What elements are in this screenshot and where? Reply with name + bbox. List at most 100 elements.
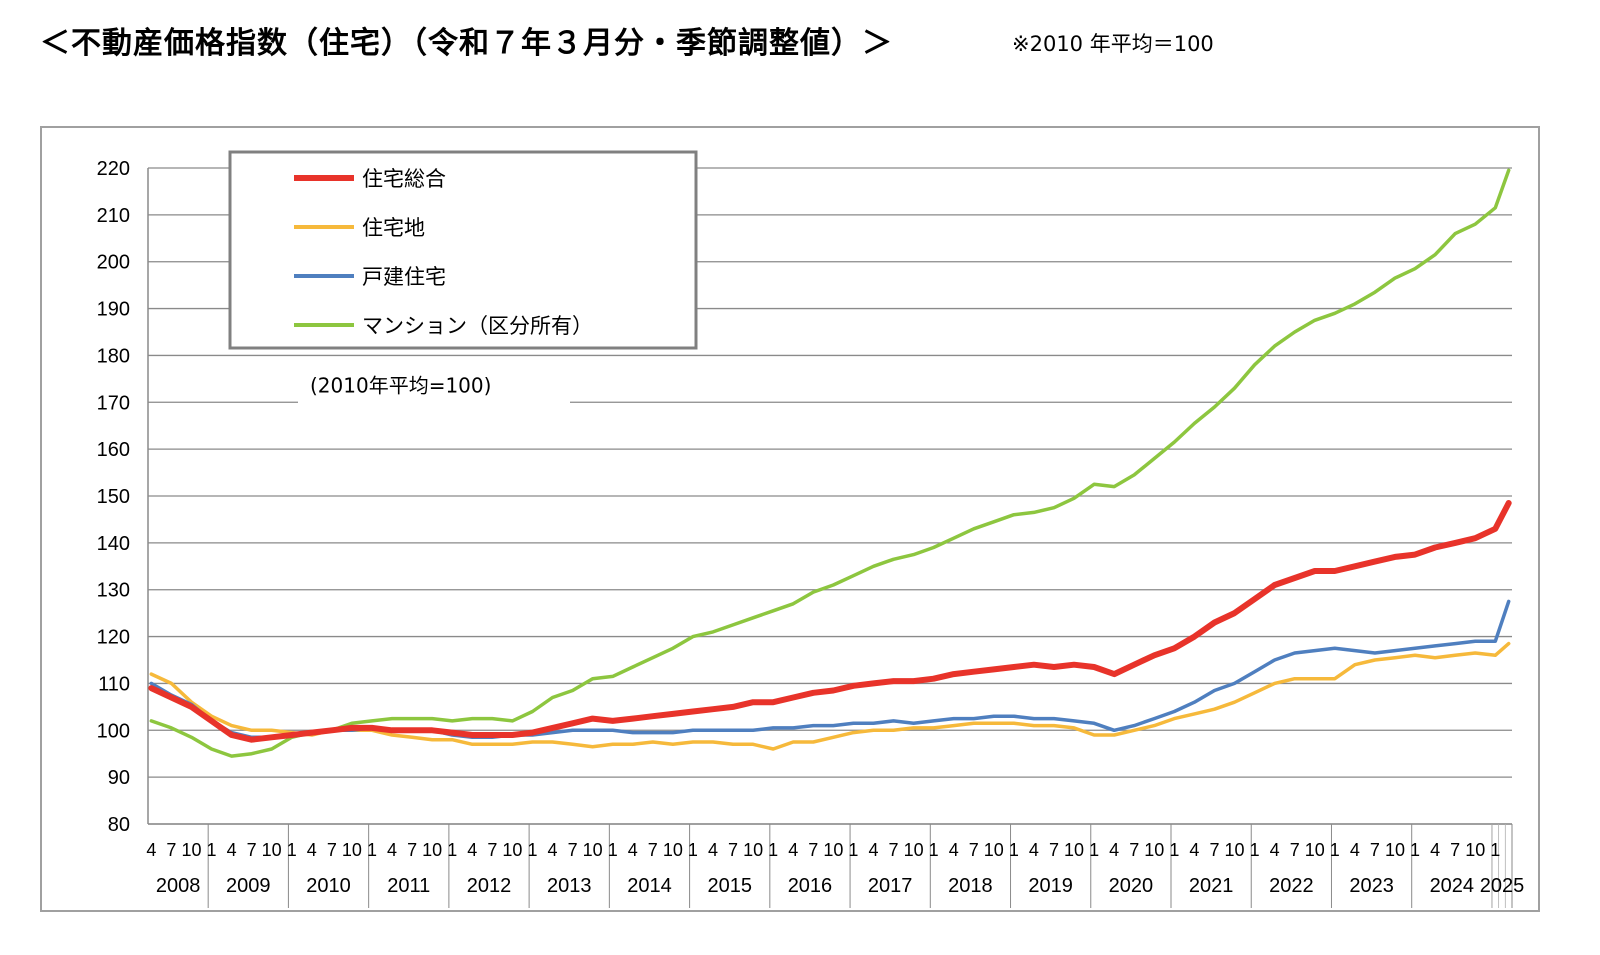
x-month-label: 1 [1169,840,1179,860]
x-month-label: 1 [608,840,618,860]
x-month-label: 4 [1029,840,1039,860]
chart-frame: 80 90 100 110 120 130 140 150 160 170 180 190 200 210… [40,126,1540,912]
baseline-note: (2010年平均=100) [310,373,491,397]
x-month-label: 10 [743,840,763,860]
legend-label: 住宅地 [362,216,425,240]
x-year-label: 2017 [868,875,913,897]
legend-label: 戸建住宅 [362,265,446,289]
x-month-label: 4 [788,840,798,860]
y-tick-label: 180 [97,345,130,367]
x-month-label: 10 [1465,840,1485,860]
x-month-label: 4 [307,840,317,860]
x-month-label: 7 [728,840,738,860]
x-month-label: 7 [648,840,658,860]
x-month-label: 10 [1064,840,1084,860]
series-line-1 [149,641,1511,751]
x-month-label: 7 [808,840,818,860]
x-year-label: 2012 [467,875,512,897]
x-month-label: 1 [1330,840,1340,860]
y-tick-label: 80 [108,814,130,836]
y-tick-label: 130 [97,580,130,602]
x-year-label: 2014 [627,875,672,897]
x-month-label: 10 [1225,840,1245,860]
x-year-label: 2015 [707,875,752,897]
x-month-label: 10 [422,840,442,860]
x-month-label: 1 [1250,840,1260,860]
x-year-label: 2024 [1430,875,1475,897]
x-month-label: 10 [1305,840,1325,860]
x-month-label: 4 [1430,840,1440,860]
x-year-label: 2019 [1028,875,1073,897]
x-month-label: 1 [848,840,858,860]
x-year-label: 2013 [547,875,592,897]
x-month-label: 1 [1490,840,1500,860]
x-month-label: 7 [1290,840,1300,860]
x-month-label: 4 [949,840,959,860]
x-month-label: 4 [868,840,878,860]
y-tick-label: 220 [97,158,130,180]
x-year-label: 2009 [226,875,271,897]
x-month-label: 7 [969,840,979,860]
x-year-label: 2010 [306,875,351,897]
y-tick-label: 210 [97,205,130,227]
x-month-label: 7 [487,840,497,860]
baseline-note-bg [298,380,570,423]
y-tick-label: 120 [97,627,130,649]
x-month-label: 4 [1350,840,1360,860]
index-base-note: ※2010 年平均＝100 [1012,32,1214,56]
series-line-2 [149,599,1511,740]
series-line-3 [149,168,1511,758]
x-month-label: 7 [247,840,257,860]
line-chart: 8090100110120130140150160170180190200210… [97,150,1524,908]
x-month-label: 7 [1129,840,1139,860]
x-month-label: 7 [889,840,899,860]
x-month-label: 10 [1385,840,1405,860]
x-month-label: 4 [708,840,718,860]
axes [147,168,1513,908]
x-month-label: 10 [342,840,362,860]
x-month-label: 4 [548,840,558,860]
x-month-label: 4 [1270,840,1280,860]
x-month-label: 1 [1410,840,1420,860]
x-month-label: 4 [387,840,397,860]
x-month-label: 10 [984,840,1004,860]
x-month-label: 7 [166,840,176,860]
x-month-label: 10 [262,840,282,860]
x-year-label: 2008 [156,875,201,897]
x-month-label: 1 [1089,840,1099,860]
x-year-label: 2022 [1269,875,1314,897]
y-tick-label: 90 [108,767,130,789]
x-month-label: 1 [688,840,698,860]
page-title: ＜不動産価格指数（住宅）（令和７年３月分・季節調整値）＞ [40,26,893,61]
y-tick-label: 150 [97,486,130,508]
x-year-label: 2025 [1480,875,1525,897]
y-tick-label: 160 [97,439,130,461]
series-lines [148,168,1512,758]
x-month-label: 1 [768,840,778,860]
x-month-label: 10 [181,840,201,860]
x-month-label: 10 [904,840,924,860]
x-month-label: 1 [447,840,457,860]
x-year-label: 2023 [1349,875,1394,897]
x-month-label: 7 [1370,840,1380,860]
y-tick-label: 140 [97,533,130,555]
x-month-label: 10 [663,840,683,860]
x-month-label: 7 [407,840,417,860]
x-month-label: 1 [1009,840,1019,860]
x-month-label: 4 [227,840,237,860]
x-month-label: 10 [823,840,843,860]
x-month-label: 7 [327,840,337,860]
x-month-label: 4 [1109,840,1119,860]
x-year-label: 2020 [1109,875,1154,897]
y-tick-label: 100 [97,720,130,742]
x-year-label: 2021 [1189,875,1234,897]
x-year-label: 2018 [948,875,993,897]
x-month-label: 1 [527,840,537,860]
x-month-label: 7 [1049,840,1059,860]
x-month-label: 4 [146,840,156,860]
x-month-label: 7 [1450,840,1460,860]
x-month-label: 1 [929,840,939,860]
x-month-label: 10 [502,840,522,860]
series-line-0 [148,500,1512,743]
